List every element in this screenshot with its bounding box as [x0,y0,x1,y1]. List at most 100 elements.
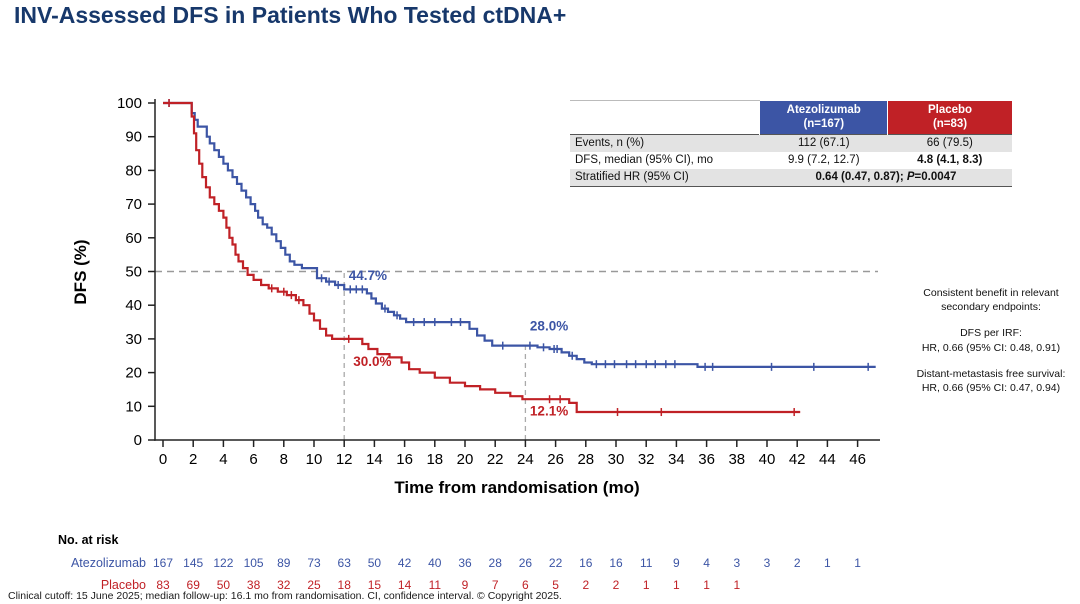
x-tick-label: 12 [336,451,353,468]
x-tick-label: 46 [849,451,866,468]
stats-header-row: Atezolizumab (n=167) Placebo (n=83) [570,99,1012,135]
risk-count: 25 [307,578,321,592]
risk-count: 36 [458,556,472,570]
x-tick-label: 34 [668,451,685,468]
median-placebo: 4.8 (4.1, 8.3) [917,154,983,167]
x-tick-label: 6 [249,451,257,468]
arm-name: Placebo [927,103,973,116]
p-symbol: P [906,171,915,184]
landmark-label: 28.0% [530,318,568,333]
risk-count: 7 [492,578,499,592]
risk-count: 145 [183,556,203,570]
x-tick-label: 36 [698,451,715,468]
y-tick-label: 50 [125,264,142,281]
median-atezolizumab: 9.9 (7.2, 12.7) [787,154,860,167]
risk-count: 2 [613,578,620,592]
risk-count: 2 [582,578,589,592]
y-tick-label: 90 [125,129,142,146]
x-tick-label: 40 [759,451,776,468]
x-tick-label: 2 [189,451,197,468]
y-tick-label: 10 [125,398,142,415]
x-tick-label: 24 [517,451,534,468]
y-tick-label: 20 [125,365,142,382]
column-header-atezolizumab: Atezolizumab (n=167) [759,100,888,135]
row-label: Stratified HR (95% CI) [575,171,689,184]
risk-count: 40 [428,556,442,570]
x-tick-label: 42 [789,451,806,468]
arm-n: (n=83) [932,118,968,131]
stats-table: Atezolizumab (n=167) Placebo (n=83) Even… [570,99,1012,188]
y-tick-label: 100 [117,95,142,112]
x-tick-label: 4 [219,451,227,468]
risk-count: 16 [609,556,623,570]
risk-count: 83 [156,578,170,592]
risk-count: 9 [673,556,680,570]
risk-count: 2 [794,556,801,570]
y-tick-label: 30 [125,331,142,348]
x-tick-label: 8 [280,451,288,468]
page-title: INV-Assessed DFS in Patients Who Tested … [14,2,567,28]
x-tick-label: 38 [728,451,745,468]
risk-count: 11 [429,578,442,592]
y-tick-label: 80 [125,162,142,179]
y-tick-label: 60 [125,230,142,247]
events-placebo: 66 (79.5) [887,134,1012,153]
atezolizumab-curve [163,101,876,368]
risk-count: 1 [643,578,650,592]
note-item-value: HR, 0.66 (95% CI: 0.48, 0.91) [921,341,1061,354]
x-tick-label: 26 [547,451,564,468]
stats-row-hr: Stratified HR (95% CI) 0.64 (0.47, 0.87)… [570,169,1012,187]
x-tick-label: 18 [426,451,443,468]
stats-corner-cell [570,99,760,135]
risk-count: 89 [277,556,291,570]
risk-count: 50 [217,578,231,592]
risk-count: 1 [824,556,831,570]
risk-count: 105 [244,556,264,570]
risk-count: 11 [640,556,653,570]
risk-count: 3 [733,556,740,570]
landmark-label: 44.7% [349,268,387,283]
risk-count: 22 [549,556,563,570]
y-tick-label: 70 [125,196,142,213]
risk-count: 122 [213,556,233,570]
x-tick-label: 22 [487,451,504,468]
risk-count: 9 [462,578,469,592]
risk-count: 63 [338,556,352,570]
landmark-label: 12.1% [530,404,568,419]
row-label: Events, n (%) [570,134,760,153]
x-tick-label: 30 [608,451,625,468]
risk-count: 15 [368,578,382,592]
risk-count: 50 [368,556,382,570]
risk-count: 1 [703,578,710,592]
note-item-value: HR, 0.66 (95% CI: 0.47, 0.94) [921,381,1061,394]
risk-count: 73 [307,556,321,570]
risk-count: 26 [519,556,533,570]
x-axis-title: Time from randomisation (mo) [394,478,639,497]
risk-count: 1 [673,578,680,592]
risk-count: 32 [277,578,291,592]
risk-count: 5 [552,578,559,592]
risk-count: 4 [703,556,710,570]
hr-estimate: 0.64 (0.47, 0.87); [815,171,907,184]
risk-count: 14 [398,578,412,592]
footnote: Clinical cutoff: 15 June 2025; median fo… [8,590,562,602]
row-label: DFS, median (95% CI), mo [575,154,714,167]
note-heading: Consistent benefit in relevant secondary… [923,287,1059,314]
arm-name: Atezolizumab [786,103,861,116]
events-atezolizumab: 112 (67.1) [759,134,888,153]
risk-count: 167 [153,556,173,570]
p-value: =0.0047 [914,171,957,184]
x-tick-label: 14 [366,451,383,468]
risk-count: 6 [522,578,529,592]
risk-count: 28 [489,556,503,570]
y-axis-title: DFS (%) [71,239,90,304]
x-tick-label: 16 [396,451,413,468]
placebo-curve [163,101,801,414]
risk-row-label: Atezolizumab [71,556,146,570]
column-header-placebo: Placebo (n=83) [887,100,1012,135]
risk-table-title: No. at risk [58,533,118,547]
note-item-label: Distant-metastasis free survival: [916,367,1066,380]
x-tick-label: 20 [457,451,474,468]
